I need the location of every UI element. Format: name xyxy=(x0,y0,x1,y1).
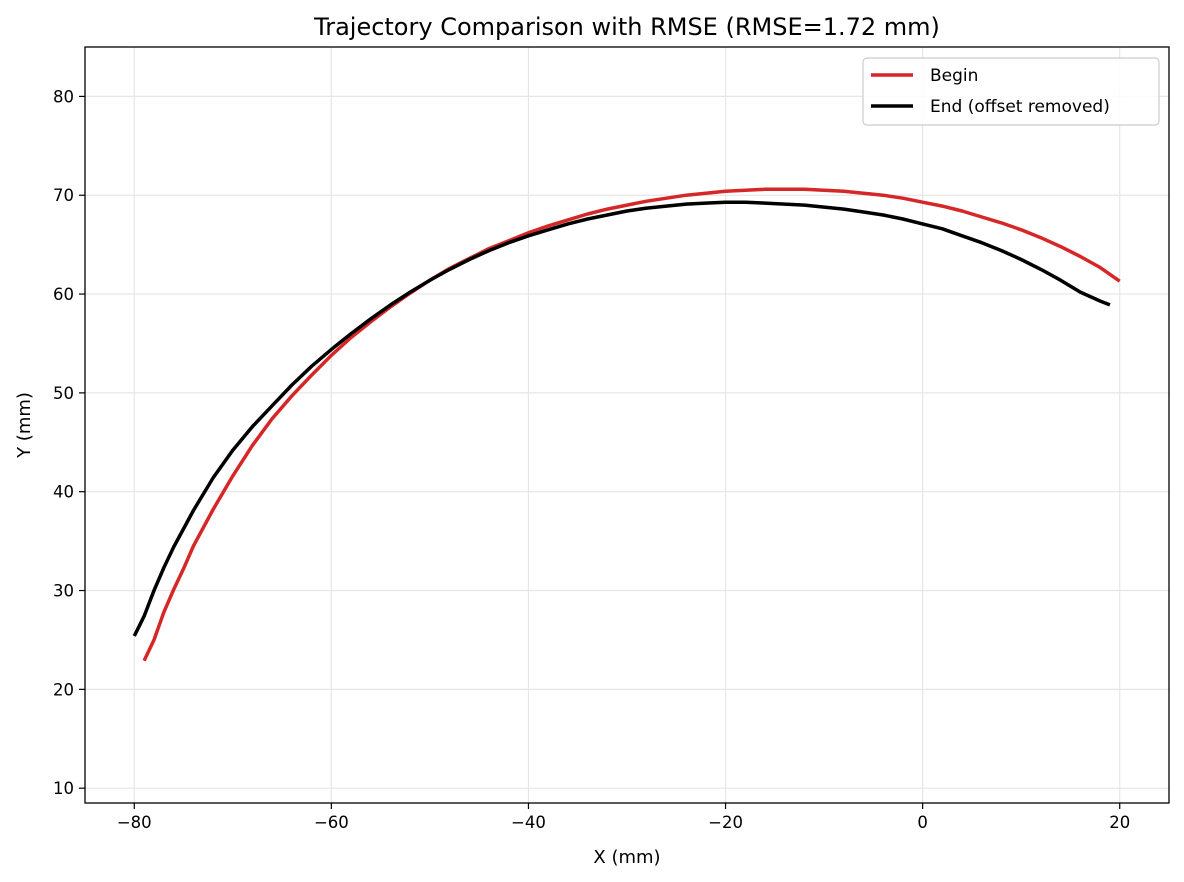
y-tick-label: 10 xyxy=(53,779,74,798)
x-tick-label: −40 xyxy=(511,813,546,832)
y-axis-label: Y (mm) xyxy=(14,392,35,459)
y-tick-label: 60 xyxy=(53,285,74,304)
plot-frame xyxy=(84,46,1170,804)
x-tick-label: −80 xyxy=(117,813,152,832)
x-tick-label: 20 xyxy=(1109,813,1130,832)
chart-title: Trajectory Comparison with RMSE (RMSE=1.… xyxy=(313,13,940,41)
legend: Begin End (offset removed) xyxy=(862,57,1160,126)
y-tick-label: 20 xyxy=(53,680,74,699)
y-tick-label: 80 xyxy=(53,87,74,106)
y-tick-label: 30 xyxy=(53,582,74,601)
x-tick-label: −20 xyxy=(708,813,743,832)
legend-label-begin: Begin xyxy=(930,66,978,86)
series-lines xyxy=(132,187,1121,662)
x-axis-label: X (mm) xyxy=(593,847,660,868)
y-tick-label: 70 xyxy=(53,186,74,205)
series-line-begin xyxy=(142,187,1121,662)
series-line-end xyxy=(132,200,1111,637)
axis-ticks: −80 −60 −40 −20 0 20 10 20 30 40 50 60 70 80 xyxy=(53,87,1130,832)
legend-box xyxy=(862,57,1160,126)
y-tick-label: 50 xyxy=(53,384,74,403)
y-tick-label: 40 xyxy=(53,483,74,502)
x-tick-label: −60 xyxy=(314,813,349,832)
x-tick-label: 0 xyxy=(917,813,928,832)
legend-label-end: End (offset removed) xyxy=(930,97,1110,117)
